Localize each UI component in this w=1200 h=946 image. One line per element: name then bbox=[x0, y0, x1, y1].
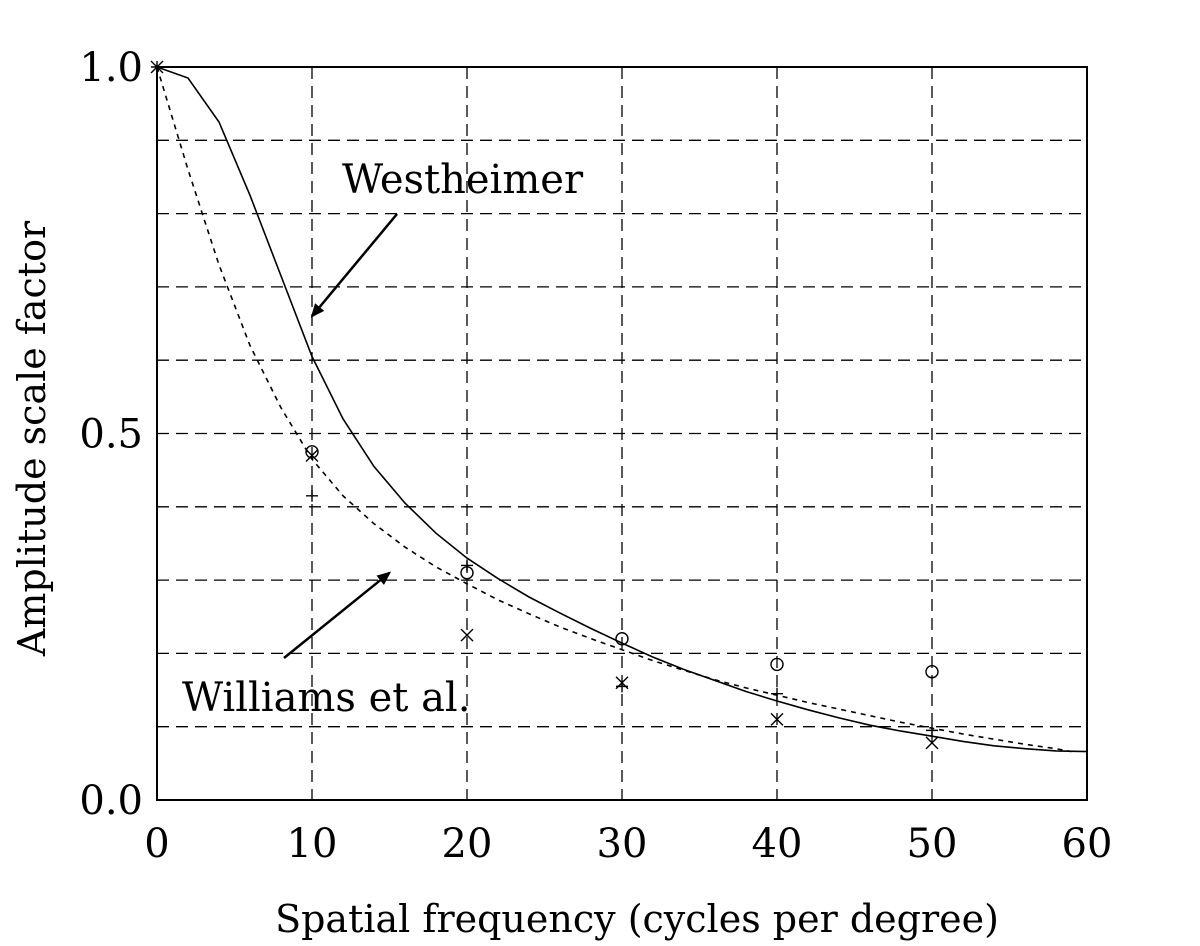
annotations: Westheimer Williams et al. bbox=[182, 157, 584, 721]
points-layer bbox=[150, 60, 939, 750]
y-tick-label: 0.5 bbox=[79, 412, 143, 458]
point-plus bbox=[771, 687, 783, 700]
point-circle bbox=[770, 657, 784, 672]
x-tick-label: 30 bbox=[597, 821, 648, 867]
point-cross bbox=[925, 736, 939, 750]
y-tick-label: 1.0 bbox=[79, 45, 143, 91]
grid bbox=[157, 67, 1087, 800]
x-tick-label: 50 bbox=[907, 821, 958, 867]
point-circle bbox=[615, 632, 629, 646]
x-axis-title: Spatial frequency (cycles per degree) bbox=[275, 897, 999, 941]
point-circle bbox=[305, 445, 319, 459]
x-tick-label: 10 bbox=[287, 821, 338, 867]
point-cross bbox=[770, 712, 784, 726]
x-tick-label: 40 bbox=[752, 821, 803, 867]
plot-frame bbox=[156, 66, 1088, 801]
annotation-westheimer: Westheimer bbox=[342, 157, 584, 203]
y-axis-title: Amplitude scale factor bbox=[10, 220, 54, 657]
ticks-layer: 0 10 20 30 40 50 60 0.0 0.5 1.0 bbox=[79, 45, 1112, 867]
point-cross bbox=[615, 676, 629, 690]
point-cross bbox=[460, 628, 474, 642]
point-plus bbox=[926, 724, 938, 737]
annotation-arrow-westheimer bbox=[310, 213, 398, 318]
x-tick-label: 20 bbox=[442, 821, 493, 867]
point-cross bbox=[305, 448, 319, 462]
point-circle bbox=[925, 665, 939, 679]
point-plus bbox=[306, 489, 318, 502]
point-plus bbox=[461, 559, 473, 572]
x-tick-label: 60 bbox=[1062, 821, 1113, 867]
y-tick-label: 0.0 bbox=[79, 778, 143, 824]
annotation-arrow-williams bbox=[283, 571, 392, 659]
x-tick-label: 0 bbox=[144, 821, 169, 867]
annotation-williams: Williams et al. bbox=[182, 675, 470, 721]
